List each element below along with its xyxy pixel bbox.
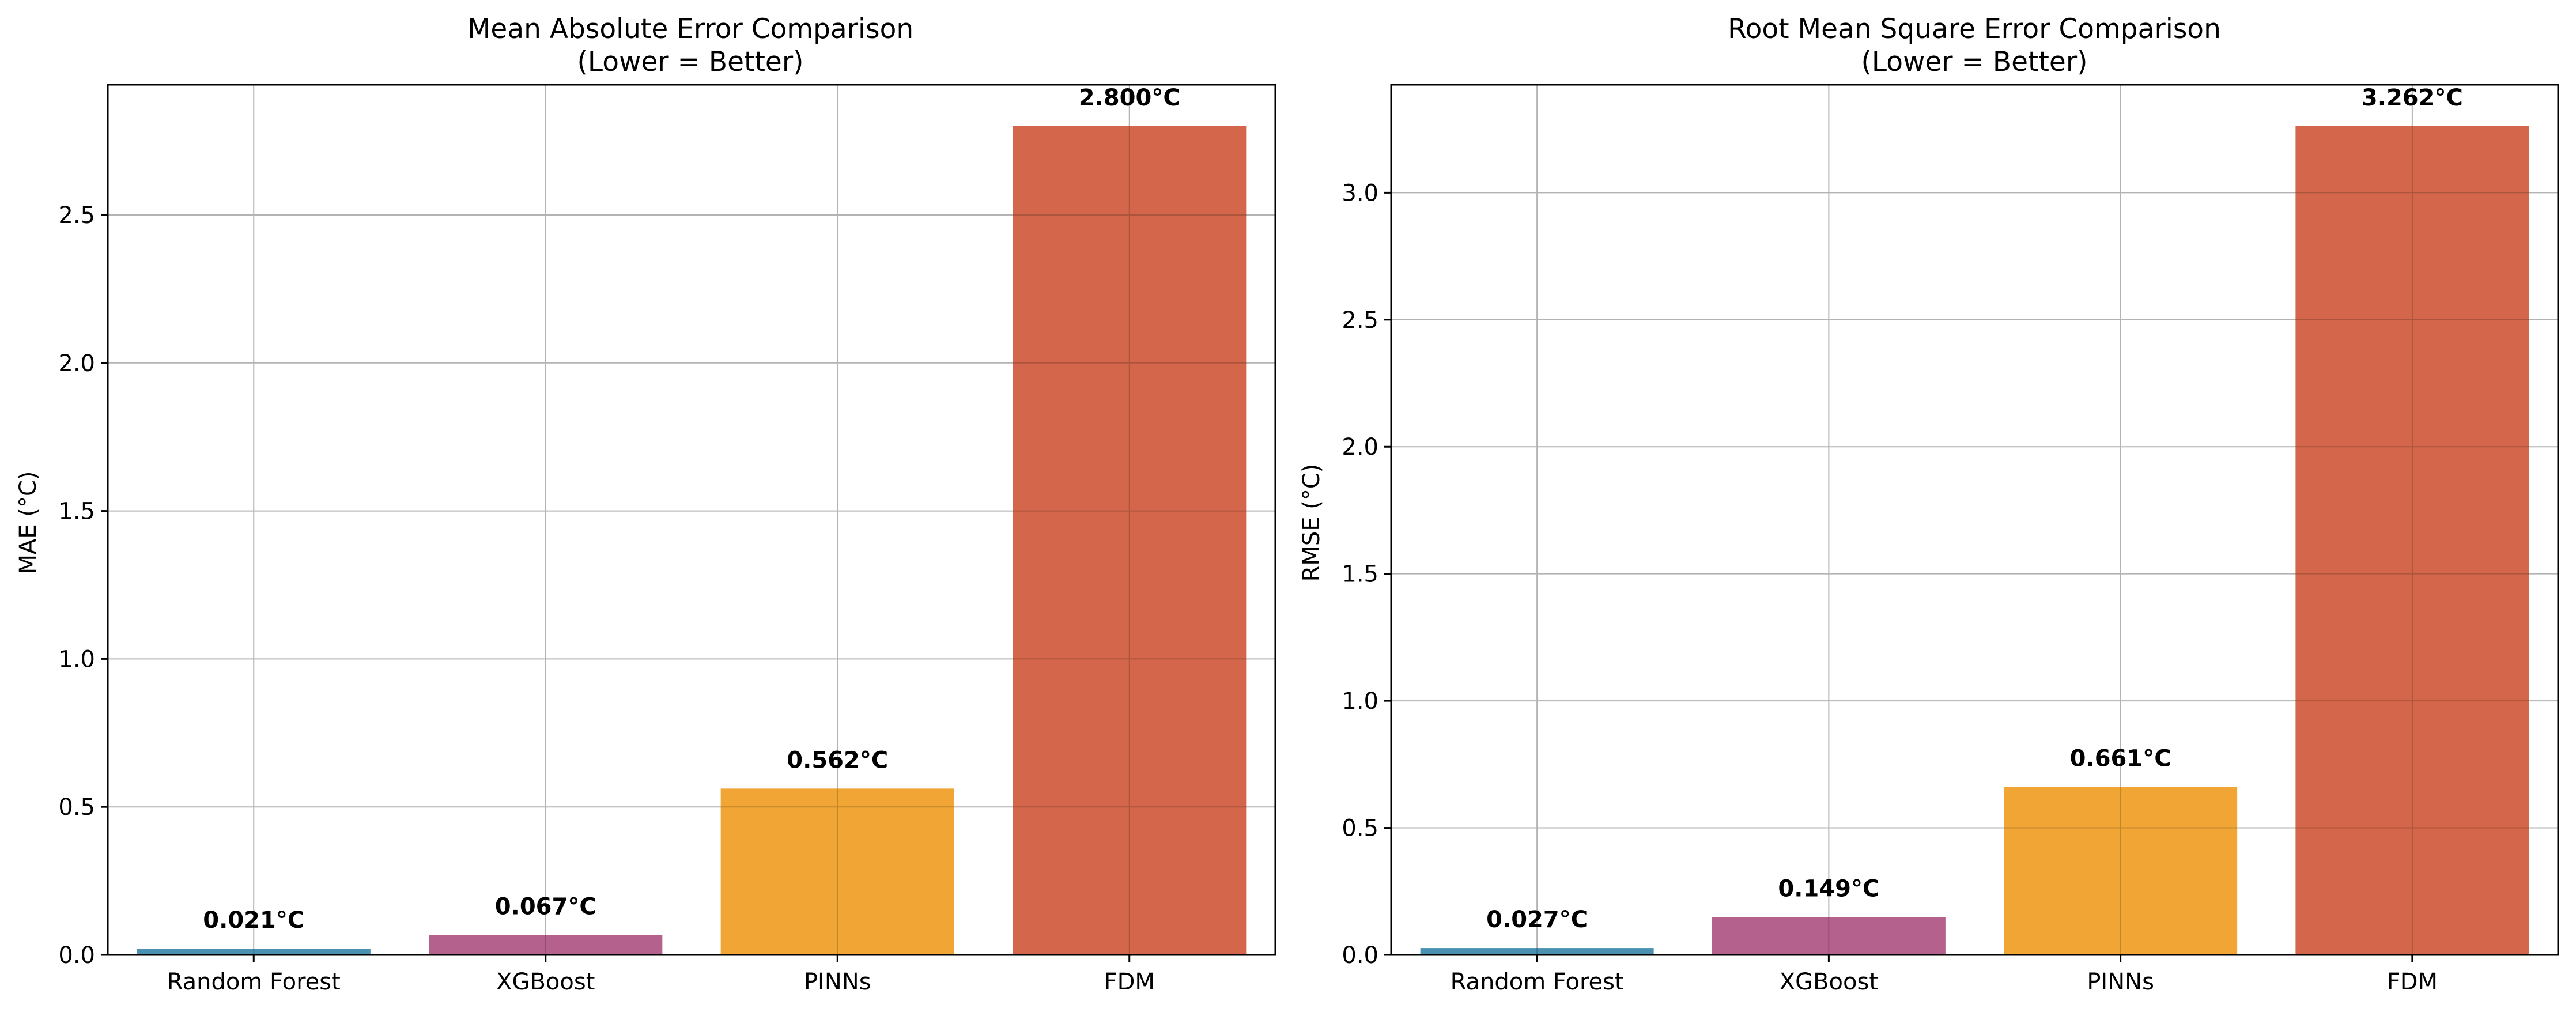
mae-x-tick-label: XGBoost: [496, 969, 595, 995]
mae-y-tick-label: 0.5: [58, 794, 95, 821]
mae-bars: [137, 126, 1247, 955]
mae-data-label: 0.562°C: [787, 747, 888, 773]
mae-axes-frame: [107, 84, 1276, 956]
mae-chart-title: Mean Absolute Error Comparison: [467, 13, 913, 45]
rmse-data-label: 0.027°C: [1486, 907, 1588, 933]
rmse-y-ticks: 0.0 0.5 1.0 1.5 2.0 2.5 3.0: [1342, 180, 1391, 969]
rmse-bars: [1420, 126, 2529, 955]
rmse-x-ticks: Random Forest XGBoost PINNs FDM: [1451, 955, 2438, 995]
rmse-x-tick-label: Random Forest: [1451, 969, 1624, 995]
rmse-data-label: 0.149°C: [1778, 875, 1879, 902]
mae-bar-random-forest: [137, 949, 371, 955]
rmse-bar-pinns: [2004, 787, 2238, 955]
rmse-y-tick-label: 0.0: [1342, 942, 1378, 969]
mae-grid-overlay: [108, 85, 1275, 955]
rmse-x-tick-label: PINNs: [2087, 969, 2154, 995]
rmse-x-tick-label: XGBoost: [1780, 969, 1878, 995]
mae-x-tick-label: PINNs: [804, 969, 871, 995]
rmse-y-tick-label: 3.0: [1342, 180, 1378, 206]
mae-data-label: 0.021°C: [203, 907, 304, 934]
rmse-y-tick-label: 2.5: [1342, 307, 1378, 334]
rmse-y-tick-label: 1.5: [1342, 561, 1378, 588]
mae-data-label: 0.067°C: [495, 894, 596, 920]
rmse-x-tick-label: FDM: [2387, 969, 2438, 995]
mae-y-tick-label: 2.5: [58, 202, 95, 229]
mae-bar-xgboost: [429, 935, 663, 955]
mae-bar-pinns: [720, 788, 954, 955]
rmse-data-label: 3.262°C: [2362, 85, 2463, 111]
rmse-grid-overlay: [1391, 85, 2558, 955]
mae-y-tick-label: 2.0: [58, 350, 95, 377]
mae-x-tick-label: Random Forest: [167, 969, 341, 995]
mae-bar-fdm: [1013, 126, 1247, 955]
rmse-data-labels: 0.027°C 0.149°C 0.661°C 3.262°C: [1486, 85, 2463, 933]
mae-chart-subtitle: (Lower = Better): [577, 46, 804, 78]
rmse-data-label: 0.661°C: [2070, 746, 2171, 772]
rmse-chart-panel: Root Mean Square Error Comparison (Lower…: [1298, 13, 2559, 995]
rmse-y-tick-label: 0.5: [1342, 815, 1378, 842]
mae-data-labels: 0.021°C 0.067°C 0.562°C 2.800°C: [203, 85, 1180, 934]
mae-chart-panel: Mean Absolute Error Comparison (Lower = …: [15, 13, 1276, 995]
mae-y-tick-label: 1.0: [58, 646, 95, 673]
mae-x-tick-label: FDM: [1104, 969, 1155, 995]
mae-y-ticks: 0.0 0.5 1.0 1.5 2.0 2.5: [58, 202, 108, 969]
rmse-bar-fdm: [2295, 126, 2529, 955]
rmse-bar-xgboost: [1712, 917, 1946, 955]
mae-y-tick-label: 1.5: [58, 498, 95, 525]
rmse-chart-title: Root Mean Square Error Comparison: [1728, 13, 2221, 45]
rmse-chart-subtitle: (Lower = Better): [1861, 46, 2088, 78]
mae-y-axis-label: MAE (°C): [15, 471, 41, 574]
rmse-bar-random-forest: [1420, 948, 1654, 955]
mae-y-tick-label: 0.0: [58, 942, 95, 969]
rmse-y-axis-label: RMSE (°C): [1298, 464, 1325, 582]
mae-x-ticks: Random Forest XGBoost PINNs FDM: [167, 955, 1155, 995]
rmse-y-tick-label: 2.0: [1342, 434, 1378, 460]
rmse-axes-frame: [1390, 84, 2559, 956]
rmse-y-tick-label: 1.0: [1342, 688, 1378, 715]
mae-data-label: 2.800°C: [1079, 85, 1180, 111]
